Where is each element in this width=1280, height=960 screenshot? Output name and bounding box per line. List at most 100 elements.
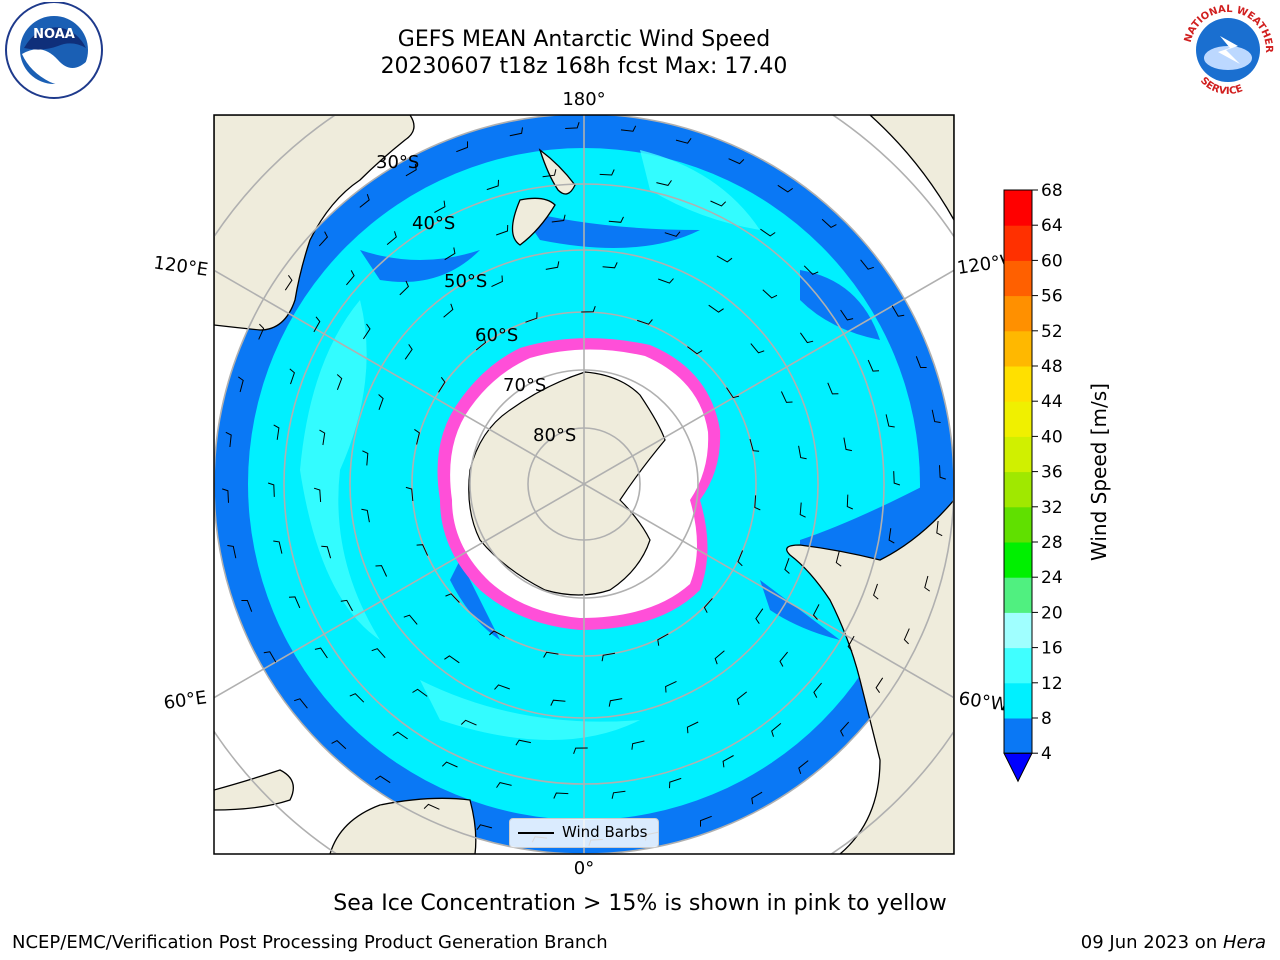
- map-legend: Wind Barbs: [509, 818, 659, 848]
- wind-barb: [494, 684, 510, 690]
- colorbar-segment: [1004, 330, 1032, 367]
- wind-barb: [924, 575, 930, 592]
- wind-barb: [375, 565, 388, 577]
- noaa-logo-text: NOAA: [33, 27, 75, 42]
- wind-barb: [620, 125, 637, 132]
- wind-barb: [405, 486, 414, 502]
- wind-barb: [476, 824, 493, 830]
- wind-barb: [602, 262, 618, 269]
- wind-barb: [726, 387, 740, 399]
- wind-barb: [361, 508, 370, 523]
- wind-barb: [314, 647, 328, 659]
- wind-barb: [803, 265, 819, 275]
- wind-barb: [931, 409, 941, 423]
- wind-barb: [509, 127, 523, 137]
- wind-barb: [378, 394, 384, 410]
- wind-barb: [798, 760, 809, 774]
- lat-label-50s: 50°S: [444, 271, 487, 292]
- wind-barb: [475, 336, 487, 351]
- wind-barb: [722, 755, 734, 768]
- wind-barb: [491, 275, 503, 288]
- wind-barb: [359, 194, 370, 208]
- lat-label-80s: 80°S: [533, 425, 576, 446]
- colorbar-segment: [1004, 190, 1032, 226]
- wind-barb: [573, 747, 588, 754]
- wind-barb: [821, 218, 837, 229]
- colorbar-segment: [1004, 436, 1032, 473]
- land-masses: [214, 115, 954, 854]
- lat-label-60s: 60°S: [475, 325, 518, 346]
- lon-label-180: 180°: [562, 89, 605, 110]
- wind-barb: [238, 376, 244, 393]
- wind-barb: [362, 323, 371, 340]
- wind-barb: [784, 558, 790, 574]
- lon-label-0: 0°: [574, 858, 594, 879]
- colorbar-segment: [1004, 366, 1032, 402]
- wind-barb: [525, 312, 538, 323]
- wind-barb: [771, 723, 782, 737]
- wind-barb: [392, 731, 408, 740]
- wind-barb: [434, 200, 446, 213]
- footer-date-text: 09 Jun 2023 on: [1080, 932, 1223, 953]
- colorbar-segments: [1003, 189, 1033, 783]
- wind-barb: [445, 593, 460, 603]
- colorbar-label: Wind Speed [m/s]: [1087, 383, 1111, 561]
- wind-barb: [888, 528, 895, 544]
- colorbar-segment: [1004, 471, 1032, 508]
- wind-barb: [496, 224, 509, 236]
- wind-barb: [403, 614, 418, 625]
- lat-label-70s: 70°S: [503, 375, 546, 396]
- map-subtitle: 20230607 t18z 168h fcst Max: 17.40: [380, 54, 788, 79]
- wind-barb: [313, 316, 321, 333]
- colorbar-tick-label: 4: [1041, 744, 1052, 764]
- wind-barb: [840, 309, 854, 321]
- wind-barb: [736, 691, 748, 706]
- wind-barb: [438, 377, 446, 393]
- wind-barb: [751, 791, 763, 805]
- legend-barb-line: [518, 832, 554, 834]
- wind-barb: [658, 278, 674, 284]
- wind-barb: [371, 648, 386, 659]
- colorbar-tick-label: 60: [1041, 251, 1063, 271]
- wind-barb: [846, 494, 853, 510]
- colorbar-tick-label: 52: [1041, 322, 1063, 342]
- wind-barb: [289, 368, 295, 385]
- colorbar-segment: [1004, 401, 1032, 437]
- colorbar-segment: [1004, 577, 1032, 613]
- footer-host: Hera: [1222, 932, 1266, 953]
- wind-barb: [703, 598, 713, 613]
- wind-barb: [675, 138, 692, 144]
- wind-barb: [543, 651, 559, 658]
- wind-barb: [362, 450, 369, 466]
- wind-barb: [258, 323, 265, 340]
- colorbar-segment: [1004, 506, 1032, 543]
- wind-barb: [716, 255, 733, 263]
- wind-barb: [780, 391, 793, 403]
- colorbar-segment: [1004, 542, 1032, 578]
- wind-barb: [891, 305, 905, 317]
- graticule: [214, 115, 954, 854]
- wind-barb: [399, 280, 409, 296]
- footer-credit: NCEP/EMC/Verification Post Processing Pr…: [12, 932, 608, 953]
- wind-barb: [873, 583, 879, 600]
- wind-barb: [885, 414, 895, 428]
- wind-barb: [515, 739, 531, 746]
- lon-label-60e: 60°E: [162, 687, 208, 714]
- wind-barb: [779, 651, 788, 667]
- wind-barb: [340, 599, 353, 612]
- wind-barb: [860, 259, 874, 270]
- colorbar-tick-label: 16: [1041, 639, 1063, 659]
- wind-barb: [812, 604, 820, 620]
- wind-barb: [565, 122, 580, 129]
- wind-barb: [813, 682, 822, 698]
- wind-barb: [545, 261, 560, 270]
- wind-barb: [760, 228, 776, 237]
- wind-barb: [336, 374, 343, 390]
- wind-barb: [444, 247, 456, 261]
- wind-barb: [762, 289, 778, 299]
- wind-barb: [542, 169, 557, 178]
- colorbar-segment: [1004, 682, 1032, 719]
